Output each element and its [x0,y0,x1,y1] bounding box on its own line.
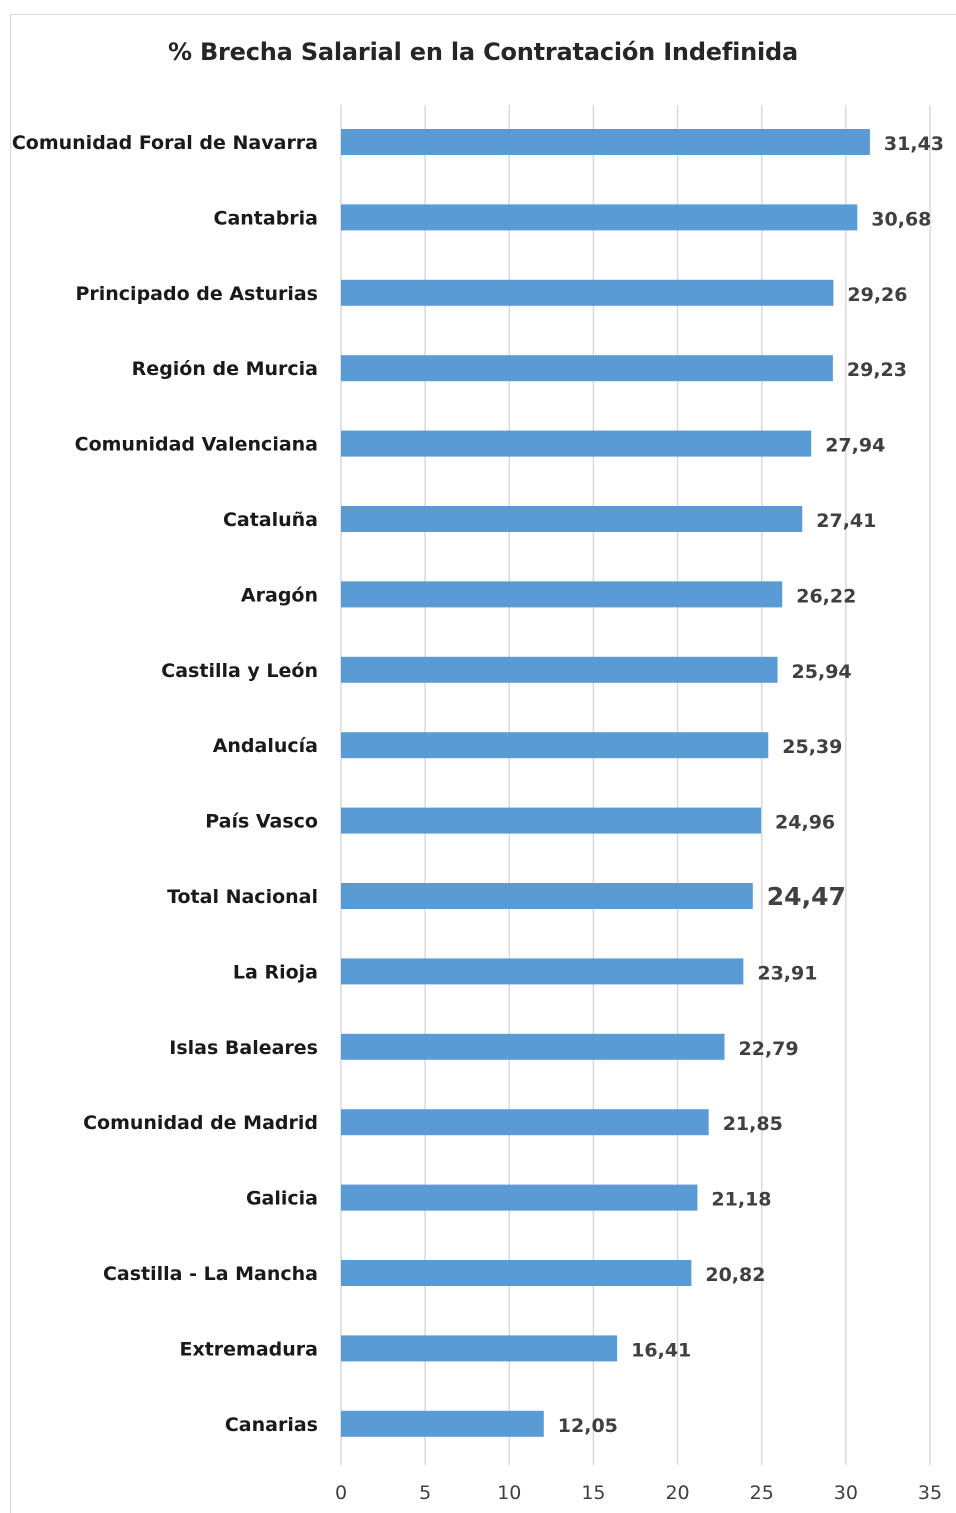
value-label: 29,23 [847,359,907,381]
x-tick-label: 35 [918,1482,942,1504]
value-label: 31,43 [884,133,944,155]
bar [341,355,833,382]
bar [341,279,834,306]
bar [341,656,778,683]
bar [341,430,812,457]
bar [341,129,870,155]
value-label: 30,68 [871,208,931,230]
category-label: Comunidad de Madrid [83,1112,318,1134]
category-label: Total Nacional [167,886,318,908]
value-label: 23,91 [757,962,817,984]
category-label: Cantabria [214,207,319,229]
x-tick-label: 25 [750,1482,774,1504]
category-label: Aragón [241,584,318,606]
value-label: 27,94 [825,435,885,457]
category-label: Andalucía [213,735,318,757]
chart-frame [10,14,956,1513]
x-tick-label: 5 [419,1482,431,1504]
category-label: País Vasco [205,811,318,833]
value-label: 24,96 [775,812,835,834]
x-tick-label: 30 [834,1482,858,1504]
category-label: Castilla y León [161,660,318,682]
category-label: Región de Murcia [132,358,318,380]
bar [341,204,858,231]
x-tick-label: 20 [665,1482,689,1504]
category-label: Galicia [246,1188,318,1210]
bar [341,732,769,759]
category-label: Islas Baleares [169,1037,318,1059]
bar [341,506,803,532]
value-label: 26,22 [796,585,856,607]
category-label: Canarias [225,1414,318,1436]
bar [341,1335,618,1362]
bar [341,1410,544,1437]
category-label: Comunidad Valenciana [75,434,318,456]
x-tick-label: 15 [581,1482,605,1504]
value-label: 25,39 [782,736,842,758]
value-label: 21,85 [723,1113,783,1135]
x-tick-label: 10 [497,1482,521,1504]
bar [341,807,762,834]
value-label: 20,82 [705,1264,765,1286]
category-label: Castilla - La Mancha [103,1263,318,1285]
bar [341,883,753,909]
value-label: 29,26 [847,284,907,306]
value-label: 21,18 [711,1189,771,1211]
value-label: 27,41 [816,510,876,532]
x-tick-label: 0 [335,1482,347,1504]
bar [341,581,783,608]
category-label: La Rioja [233,961,318,983]
bar [341,1033,725,1060]
category-label: Principado de Asturias [75,283,318,305]
bar [341,1260,692,1286]
bar [341,1109,709,1136]
category-label: Extremadura [179,1338,318,1360]
value-label: 12,05 [558,1415,618,1437]
value-label: 22,79 [739,1038,799,1060]
bar [341,1184,698,1211]
value-label: 24,47 [767,882,846,911]
category-label: Comunidad Foral de Navarra [12,132,318,154]
chart-title: % Brecha Salarial en la Contratación Ind… [167,38,799,66]
value-label: 25,94 [792,661,852,683]
bar [341,958,744,985]
category-label: Cataluña [223,509,318,531]
value-label: 16,41 [631,1339,691,1361]
